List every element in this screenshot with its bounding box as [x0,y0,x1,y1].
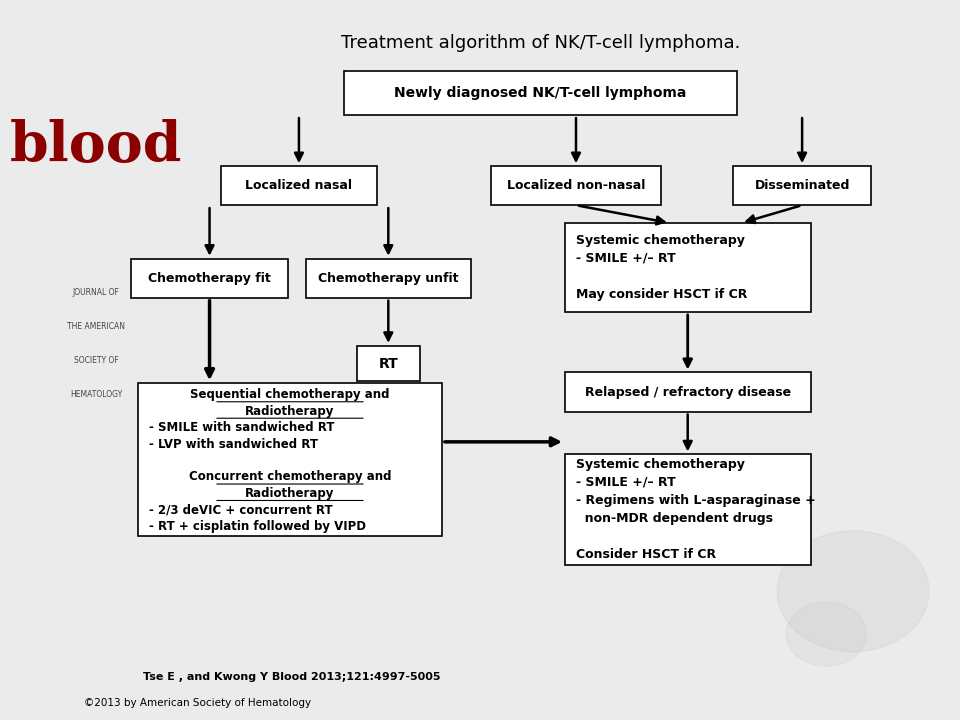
FancyBboxPatch shape [357,346,420,382]
FancyBboxPatch shape [492,166,660,205]
Text: - RT + cisplatin followed by VIPD: - RT + cisplatin followed by VIPD [149,520,366,533]
FancyBboxPatch shape [221,166,377,205]
Text: - LVP with sandwiched RT: - LVP with sandwiched RT [149,438,318,451]
Text: - SMILE with sandwiched RT: - SMILE with sandwiched RT [149,421,334,434]
FancyBboxPatch shape [344,71,737,115]
Circle shape [786,602,867,666]
Text: SOCIETY OF: SOCIETY OF [74,356,118,365]
FancyBboxPatch shape [132,258,288,298]
FancyBboxPatch shape [305,258,471,298]
FancyBboxPatch shape [564,223,810,312]
Text: Disseminated: Disseminated [755,179,850,192]
Text: Localized nasal: Localized nasal [246,179,352,192]
Text: Concurrent chemotherapy and: Concurrent chemotherapy and [189,470,392,483]
Text: Sequential chemotherapy and: Sequential chemotherapy and [190,388,390,401]
FancyBboxPatch shape [138,383,442,536]
Text: Newly diagnosed NK/T-cell lymphoma: Newly diagnosed NK/T-cell lymphoma [394,86,686,100]
Text: blood: blood [10,119,182,174]
Text: Treatment algorithm of NK/T-cell lymphoma.: Treatment algorithm of NK/T-cell lymphom… [341,35,740,53]
Text: Chemotherapy unfit: Chemotherapy unfit [318,271,459,284]
Text: Systemic chemotherapy
- SMILE +/– RT
- Regimens with L-asparaginase +
  non-MDR : Systemic chemotherapy - SMILE +/– RT - R… [576,458,815,561]
Text: Tse E , and Kwong Y Blood 2013;121:4997-5005: Tse E , and Kwong Y Blood 2013;121:4997-… [142,672,440,682]
Text: Radiotherapy: Radiotherapy [246,487,335,500]
Text: Radiotherapy: Radiotherapy [246,405,335,418]
FancyBboxPatch shape [564,372,810,412]
Text: RT: RT [378,356,398,371]
FancyBboxPatch shape [732,166,872,205]
Text: JOURNAL OF: JOURNAL OF [73,288,119,297]
Text: Systemic chemotherapy
- SMILE +/– RT

May consider HSCT if CR: Systemic chemotherapy - SMILE +/– RT May… [576,234,747,301]
Circle shape [777,531,929,652]
Text: THE AMERICAN: THE AMERICAN [67,322,125,331]
Text: Localized non-nasal: Localized non-nasal [507,179,645,192]
Text: Relapsed / refractory disease: Relapsed / refractory disease [585,385,791,399]
FancyBboxPatch shape [564,454,810,564]
Text: ©2013 by American Society of Hematology: ©2013 by American Society of Hematology [84,698,312,708]
Text: HEMATOLOGY: HEMATOLOGY [70,390,122,400]
Text: Chemotherapy fit: Chemotherapy fit [148,271,271,284]
Text: - 2/3 deVIC + concurrent RT: - 2/3 deVIC + concurrent RT [149,503,332,516]
